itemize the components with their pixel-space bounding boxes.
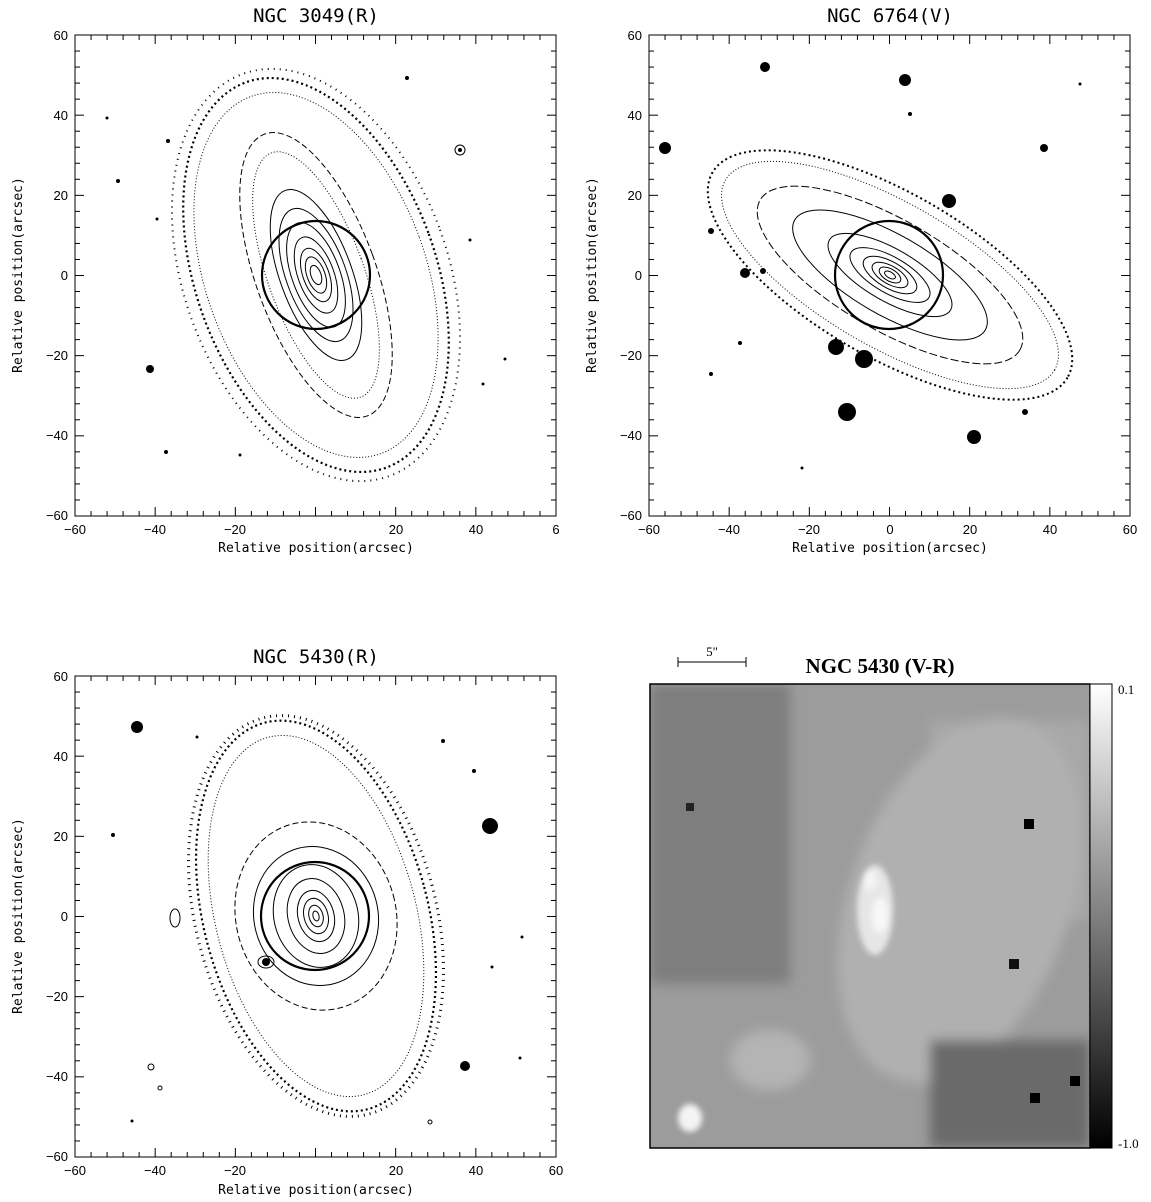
y-tick-label: 60 (54, 28, 68, 43)
y-axis-label: Relative position(arcsec) (585, 177, 600, 373)
x-tick-label: −60 (64, 1163, 86, 1178)
field-stars (105, 76, 507, 457)
y-tick-label: 0 (61, 909, 68, 924)
axis-ticks (648, 34, 1131, 517)
colorbar (1089, 683, 1113, 1149)
x-tick-label: 40 (1043, 522, 1057, 537)
x-tick-label: 20 (963, 522, 977, 537)
y-tick-label: −60 (46, 508, 68, 523)
y-tick-label: −20 (46, 348, 68, 363)
x-tick-label: 60 (1123, 522, 1137, 537)
contour-map (706, 149, 1074, 401)
field-stars (111, 721, 524, 1125)
field-stars (659, 62, 1082, 470)
contour-map (170, 67, 462, 483)
x-tick-label: 0 (886, 522, 893, 537)
x-tick-label: 40 (469, 522, 483, 537)
x-tick-label: 6 (552, 522, 559, 537)
contour-map (169, 714, 445, 1118)
plot-frame (74, 675, 557, 1158)
panel-title: NGC 5430(R) (253, 646, 379, 668)
y-tick-label: 60 (628, 28, 642, 43)
x-tick-label: 60 (549, 1163, 563, 1178)
plot-frame (648, 34, 1131, 517)
color-image (650, 684, 1090, 1148)
x-tick-label: −20 (798, 522, 820, 537)
y-tick-label: 20 (54, 829, 68, 844)
y-axis-label: Relative position(arcsec) (11, 177, 26, 373)
x-axis-label: Relative position(arcsec) (792, 541, 988, 556)
x-tick-label: 40 (469, 1163, 483, 1178)
colorbar-max-label: 0.1 (1118, 682, 1134, 697)
x-tick-label: −40 (718, 522, 740, 537)
y-tick-label: −40 (46, 428, 68, 443)
y-tick-label: −20 (46, 989, 68, 1004)
panel-title: NGC 6764(V) (827, 5, 953, 27)
panel-ngc5430: NGC 5430(R) −60 −40 −20 20 40 60 60 40 2… (11, 646, 563, 1198)
y-tick-label: 40 (628, 108, 642, 123)
y-tick-label: −40 (46, 1069, 68, 1084)
y-axis-label: Relative position(arcsec) (11, 818, 26, 1014)
colormap-title: NGC 5430 (V-R) (806, 654, 955, 678)
panel-title: NGC 3049(R) (253, 5, 379, 27)
y-tick-label: 20 (54, 188, 68, 203)
colorbar-min-label: -1.0 (1118, 1136, 1139, 1151)
x-tick-label: −40 (144, 522, 166, 537)
panel-ngc3049: NGC 3049(R) −60 −40 −20 20 40 6 60 40 20… (11, 5, 560, 556)
x-axis-label: Relative position(arcsec) (218, 541, 414, 556)
x-tick-label: 20 (389, 522, 403, 537)
x-tick-label: −60 (638, 522, 660, 537)
y-tick-label: −40 (620, 428, 642, 443)
x-tick-label: −20 (224, 522, 246, 537)
y-tick-label: −20 (620, 348, 642, 363)
panel-ngc6764: NGC 6764(V) −60 −40 −20 0 20 40 60 60 40… (585, 5, 1137, 556)
y-tick-label: −60 (46, 1149, 68, 1164)
x-tick-label: 20 (389, 1163, 403, 1178)
x-axis-label: Relative position(arcsec) (218, 1183, 414, 1198)
x-tick-label: −40 (144, 1163, 166, 1178)
axis-ticks (74, 675, 557, 1158)
y-tick-label: 0 (635, 268, 642, 283)
y-tick-label: 40 (54, 749, 68, 764)
panel-colormap: 5" NGC 5430 (V-R) 0. (649, 644, 1139, 1151)
scale-bar-label: 5" (706, 644, 718, 659)
x-tick-label: −60 (64, 522, 86, 537)
axis-ticks (74, 34, 557, 517)
plot-frame (74, 34, 557, 517)
y-tick-label: 60 (54, 669, 68, 684)
y-tick-label: −60 (620, 508, 642, 523)
y-tick-label: 20 (628, 188, 642, 203)
x-tick-label: −20 (224, 1163, 246, 1178)
y-tick-label: 40 (54, 108, 68, 123)
y-tick-label: 0 (61, 268, 68, 283)
